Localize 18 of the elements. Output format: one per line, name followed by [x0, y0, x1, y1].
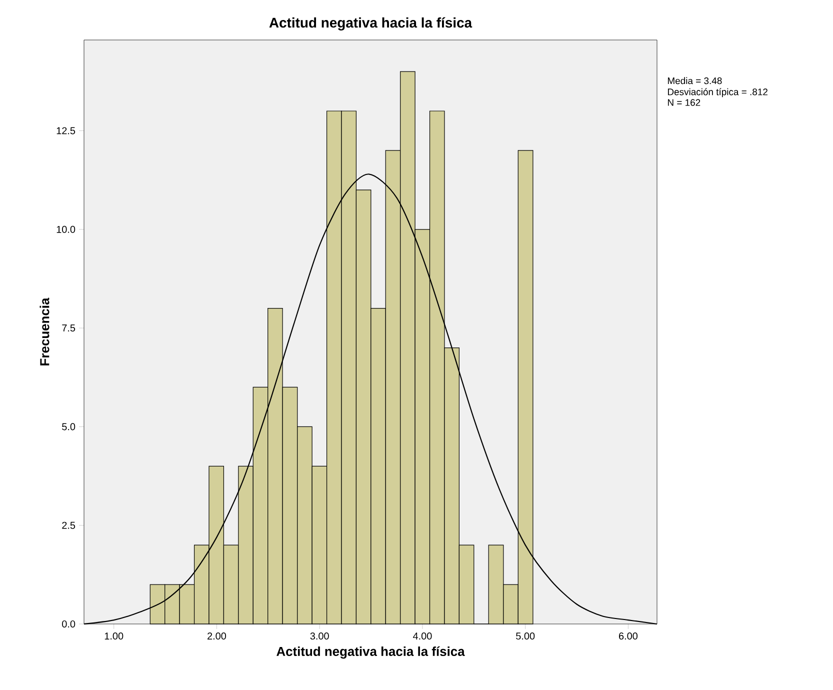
text: N = 162 [668, 99, 700, 106]
text: Media = 3.48 [668, 77, 722, 84]
y-tick-label: 2.5 [62, 522, 76, 529]
y-tick-label: 10.0 [56, 226, 76, 233]
x-tick-label: 5.00 [516, 632, 535, 640]
x-tick-label: 6.00 [619, 632, 638, 640]
x-axis-title: Actitud negativa hacia la física [276, 646, 465, 659]
x-tick-label: 2.00 [208, 632, 226, 640]
y-tick-label: 12.5 [56, 127, 76, 134]
y-tick-label: 0.0 [62, 620, 76, 628]
x-tick-label: 3.00 [310, 632, 329, 640]
y-tick-label: 5.0 [62, 423, 76, 430]
text: Desviación típica = .812 [668, 88, 768, 98]
chart-title: Actitud negativa hacia la física [269, 17, 472, 30]
y-axis-title: Frecuencia [40, 298, 50, 366]
y-tick-label: 7.5 [62, 324, 76, 332]
x-tick-label: 1.00 [104, 632, 124, 640]
x-tick-label: 4.00 [413, 632, 432, 640]
